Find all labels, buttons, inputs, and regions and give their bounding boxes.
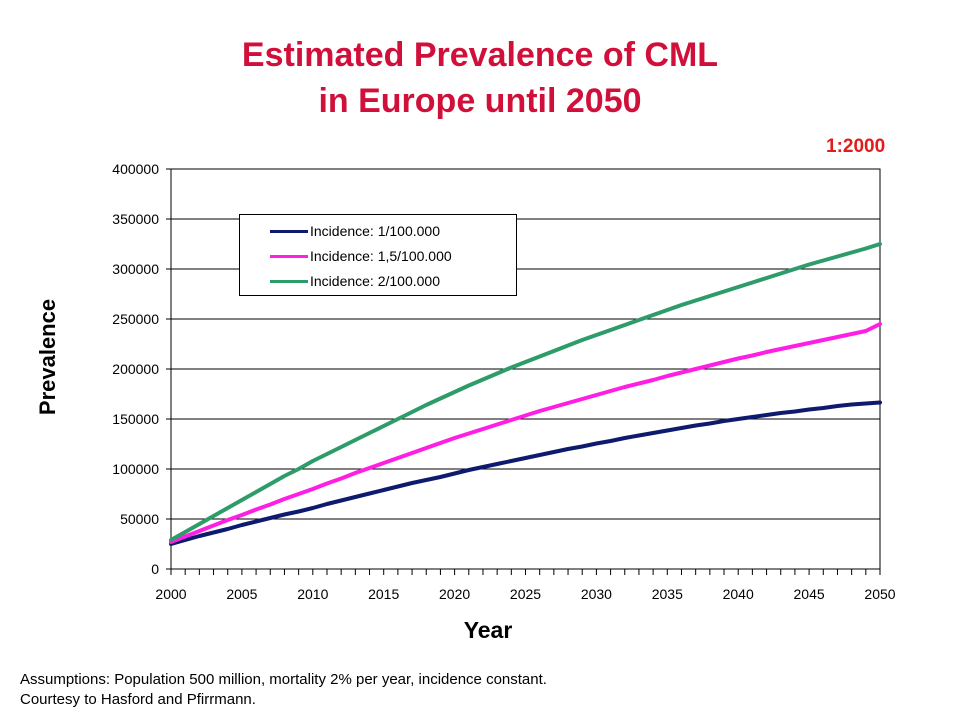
chart-title: Estimated Prevalence of CML in Europe un… [0,32,960,124]
legend: Incidence: 1/100.000 Incidence: 1,5/100.… [239,214,517,296]
footnote-line-2: Courtesy to Hasford and Pfirrmann. [20,691,256,708]
series-line-3 [169,242,882,542]
legend-swatch-1 [270,229,308,233]
chart-title-line-1: Estimated Prevalence of CML [241,36,719,74]
y-tick-label: 250000 [112,311,159,327]
tick-labels: 0 50000 100000 150000 200000 250000 300000 3500… [112,161,895,602]
y-tick-label: 400000 [112,161,159,177]
y-tick-label: 350000 [112,211,159,227]
series-line-2 [169,322,882,544]
x-axis-label: Year [463,617,513,643]
y-tick-label: 0 [151,561,159,577]
legend-swatch-2 [270,254,308,258]
series-line-1 [169,400,882,546]
x-tick-label: 2030 [581,586,612,602]
footnote: Assumptions: Population 500 million, mor… [20,670,547,710]
y-axis-label: Prevalence [35,298,60,416]
x-tick-label: 2025 [510,586,541,602]
legend-item-2: Incidence: 1,5/100.000 [270,246,452,266]
y-tick-label: 100000 [112,461,159,477]
chart-title-line-2: in Europe until 2050 [318,82,642,120]
legend-item-3: Incidence: 2/100.000 [270,271,440,291]
x-tick-label: 2005 [226,586,257,602]
footnote-line-1: Assumptions: Population 500 million, mor… [20,671,547,688]
x-tick-label: 2050 [864,586,895,602]
x-tick-label: 2035 [652,586,683,602]
ratio-label: 1:2000 [826,136,886,157]
y-tick-label: 300000 [112,261,159,277]
x-tick-label: 2010 [297,586,328,602]
y-tick-label: 200000 [112,361,159,377]
legend-swatch-3 [270,279,308,283]
x-tick-label: 2045 [794,586,825,602]
legend-label-1: Incidence: 1/100.000 [310,223,440,239]
series-lines [169,242,882,546]
axes [166,168,881,575]
legend-label-2: Incidence: 1,5/100.000 [310,248,452,264]
y-tick-label: 50000 [120,511,159,527]
y-tick-label: 150000 [112,411,159,427]
x-tick-label: 2040 [723,586,754,602]
x-tick-label: 2000 [155,586,186,602]
legend-item-1: Incidence: 1/100.000 [270,221,440,241]
x-tick-label: 2015 [368,586,399,602]
x-tick-label: 2020 [439,586,470,602]
legend-label-3: Incidence: 2/100.000 [310,273,440,289]
